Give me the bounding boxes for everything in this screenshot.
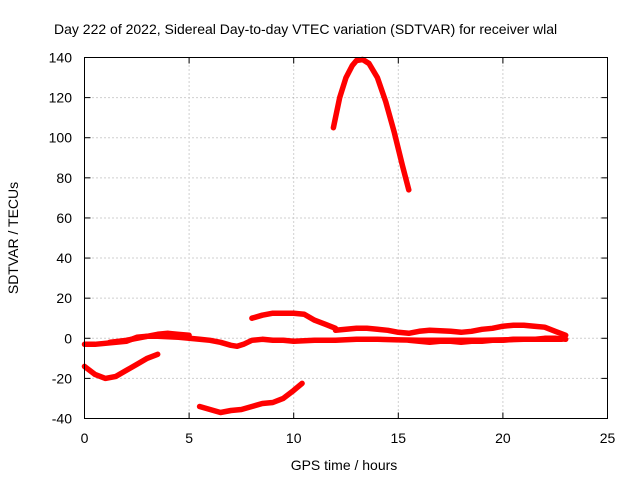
plot-frame (84, 57, 608, 419)
x-tick-label: 5 (185, 430, 193, 446)
y-tick-label: 20 (56, 290, 72, 306)
x-tick-label: 10 (286, 430, 302, 446)
series-arc-4-line (196, 380, 305, 416)
series-arc-6-line (330, 56, 412, 193)
series-arc-2-line (106, 330, 192, 346)
y-tick-label: 100 (49, 130, 73, 146)
y-tick-label: -40 (52, 411, 72, 427)
x-axis-label: GPS time / hours (291, 457, 398, 473)
y-tick-label: 80 (56, 170, 72, 186)
series-arc-5-line (249, 310, 339, 332)
series-arc-3-line (81, 351, 161, 382)
y-axis-label: SDTVAR / TECUs (5, 182, 21, 294)
y-tick-label: 40 (56, 250, 72, 266)
x-tick-label: 15 (391, 430, 407, 446)
ticks-layer: 0 5 10 15 20 25 -40 -20 0 20 40 60 80 100 120 140 (49, 50, 616, 447)
series-arc-8-line (406, 335, 569, 346)
chart-title: Day 222 of 2022, Sidereal Day-to-day VTE… (54, 21, 557, 37)
x-tick-label: 25 (600, 430, 616, 446)
series-layer (81, 56, 569, 416)
y-tick-label: 140 (49, 50, 73, 66)
y-tick-label: 120 (49, 90, 73, 106)
series-arc-7-line (332, 322, 569, 339)
y-tick-label: -20 (52, 370, 72, 386)
grid-lines (84, 57, 608, 419)
x-tick-label: 20 (495, 430, 511, 446)
y-tick-label: 60 (56, 210, 72, 226)
x-tick-label: 0 (81, 430, 89, 446)
y-tick-label: 0 (64, 330, 72, 346)
